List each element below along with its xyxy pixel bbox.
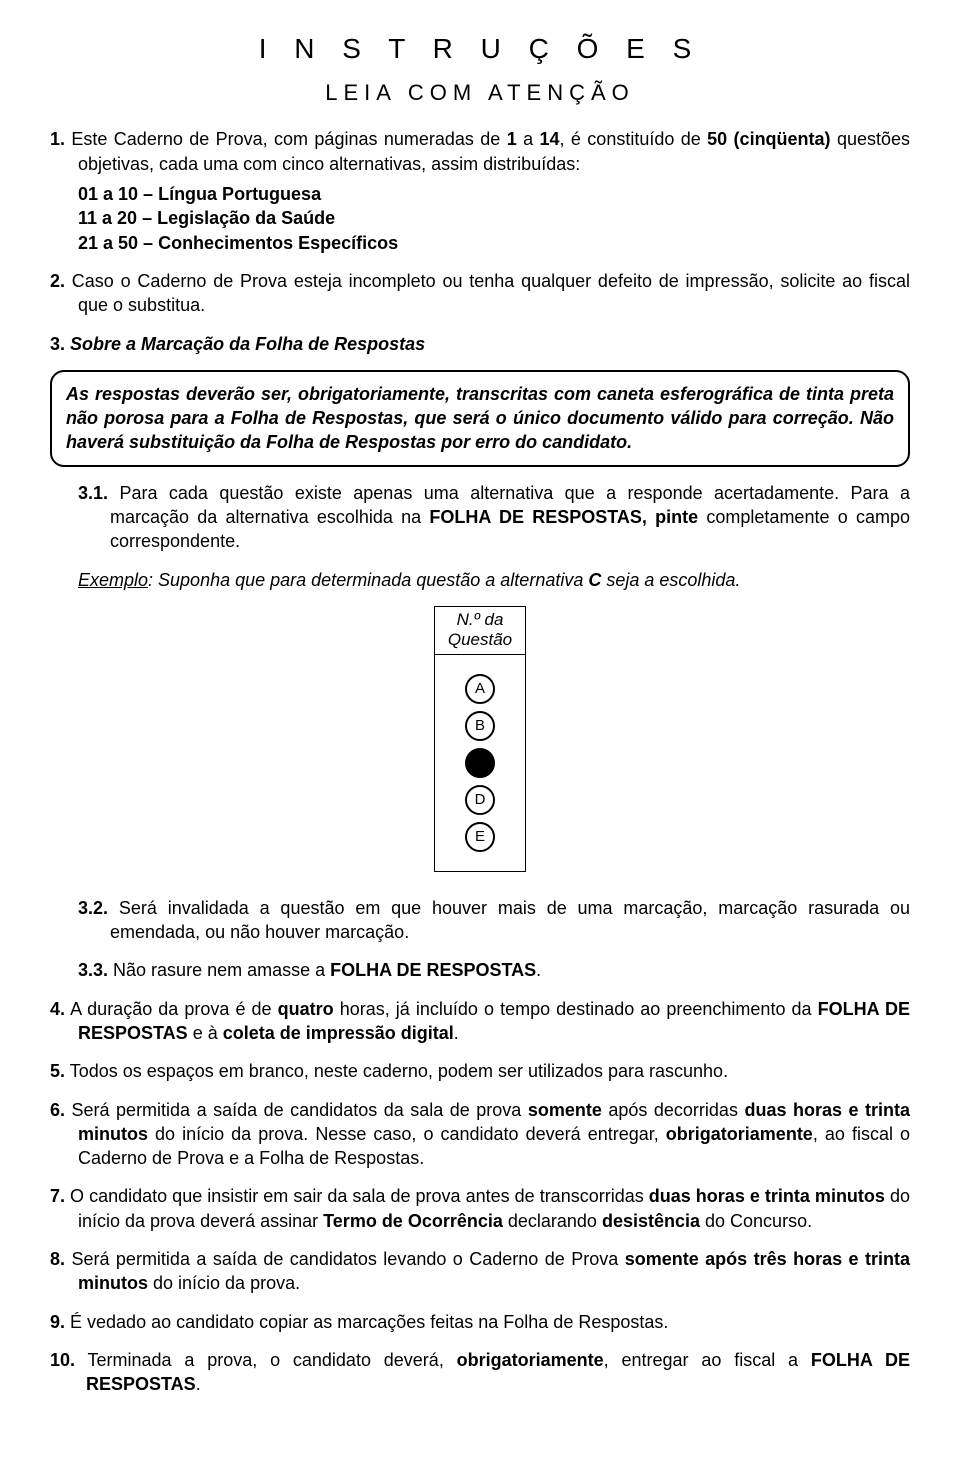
instruction-10: 10. Terminada a prova, o candidato dever… (50, 1348, 910, 1397)
lead-1: 1. (50, 129, 65, 149)
instruction-3-3: 3.3. Não rasure nem amasse a FOLHA DE RE… (50, 958, 910, 982)
lead-3-2: 3.2. (78, 898, 108, 918)
lead-6: 6. (50, 1100, 65, 1120)
instruction-7: 7. O candidato que insistir em sair da s… (50, 1184, 910, 1233)
range-line: 21 a 50 – Conhecimentos Específicos (106, 231, 910, 255)
lead-3-3: 3.3. (78, 960, 108, 980)
instruction-1-sublist: 01 a 10 – Língua Portuguesa 11 a 20 – Le… (78, 182, 910, 255)
subtitle: LEIA COM ATENÇÃO (50, 78, 910, 108)
instruction-6: 6. Será permitida a saída de candidatos … (50, 1098, 910, 1171)
instruction-3-1: 3.1. Para cada questão existe apenas uma… (50, 481, 910, 554)
instruction-2: 2. Caso o Caderno de Prova esteja incomp… (50, 269, 910, 318)
range-line: 11 a 20 – Legislação da Saúde (106, 206, 910, 230)
answer-column-header: N.º da Questão (435, 607, 525, 655)
bubble-e: E (465, 822, 495, 852)
range-line: 01 a 10 – Língua Portuguesa (106, 182, 910, 206)
instruction-5: 5. Todos os espaços em branco, neste cad… (50, 1059, 910, 1083)
instruction-8: 8. Será permitida a saída de candidatos … (50, 1247, 910, 1296)
example-figure: N.º da Questão AB DE (50, 606, 910, 872)
bubble-d: D (465, 785, 495, 815)
lead-9: 9. (50, 1312, 65, 1332)
answer-bubbles: AB DE (435, 655, 525, 871)
lead-2: 2. (50, 271, 65, 291)
lead-8: 8. (50, 1249, 65, 1269)
bubble-c (465, 748, 495, 778)
lead-4: 4. (50, 999, 65, 1019)
instruction-9: 9. É vedado ao candidato copiar as marca… (50, 1310, 910, 1334)
example-intro: Exemplo: Suponha que para determinada qu… (50, 568, 910, 592)
lead-3: 3. (50, 334, 65, 354)
page: I N S T R U Ç Õ E S LEIA COM ATENÇÃO 1. … (0, 0, 960, 1450)
lead-5: 5. (50, 1061, 65, 1081)
highlight-box: As respostas deverão ser, obrigatoriamen… (50, 370, 910, 467)
instruction-3-title: Sobre a Marcação da Folha de Respostas (65, 334, 425, 354)
instruction-1: 1. Este Caderno de Prova, com páginas nu… (50, 127, 910, 254)
main-title: I N S T R U Ç Õ E S (50, 30, 910, 68)
lead-7: 7. (50, 1186, 65, 1206)
instruction-3-2: 3.2. Será invalidada a questão em que ho… (50, 896, 910, 945)
bubble-b: B (465, 711, 495, 741)
answer-column: N.º da Questão AB DE (434, 606, 526, 872)
lead-3-1: 3.1. (78, 483, 108, 503)
instruction-4: 4. A duração da prova é de quatro horas,… (50, 997, 910, 1046)
lead-10: 10. (50, 1350, 75, 1370)
instruction-3: 3. Sobre a Marcação da Folha de Resposta… (50, 332, 910, 356)
bubble-a: A (465, 674, 495, 704)
